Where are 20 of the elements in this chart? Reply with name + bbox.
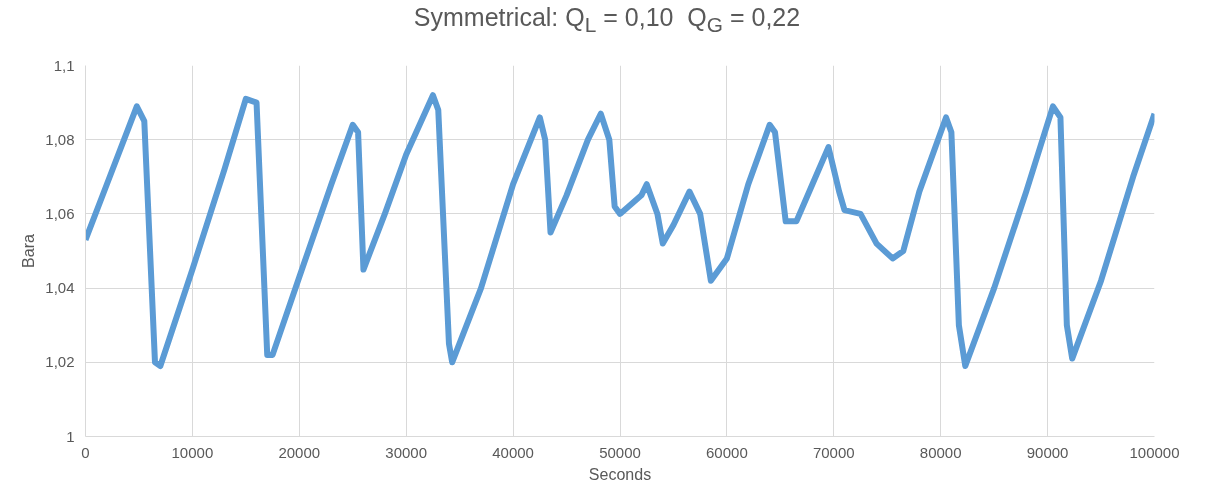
x-tick-label: 40000 — [492, 443, 534, 461]
x-axis-title: Seconds — [588, 465, 652, 483]
x-tick-label: 20000 — [278, 443, 321, 461]
x-tick-label: 100000 — [1129, 443, 1180, 461]
y-tick-label: 1,06 — [45, 204, 75, 222]
chart-title: Symmetrical: Q$_{L}$ = 0,10 Q$_{G}$ = 0,22 — [412, 2, 802, 38]
x-tick-label: 80000 — [919, 443, 962, 461]
x-tick-label: 70000 — [812, 443, 855, 461]
y-tick-label: 1 — [66, 427, 75, 445]
x-tick-label: 90000 — [1026, 443, 1069, 461]
x-tick-label: 10000 — [171, 443, 214, 461]
x-tick-label: 50000 — [599, 443, 641, 461]
x-tick-label: 0 — [81, 443, 90, 461]
y-tick-label: 1,08 — [45, 130, 75, 148]
y-tick-label: 1,1 — [53, 56, 75, 74]
x-tick-label: 60000 — [706, 443, 748, 461]
y-tick-label: 1,02 — [45, 353, 75, 371]
y-axis-title: Bara — [20, 234, 38, 268]
y-tick-label: 1,04 — [45, 279, 75, 297]
x-tick-label: 30000 — [385, 443, 428, 461]
